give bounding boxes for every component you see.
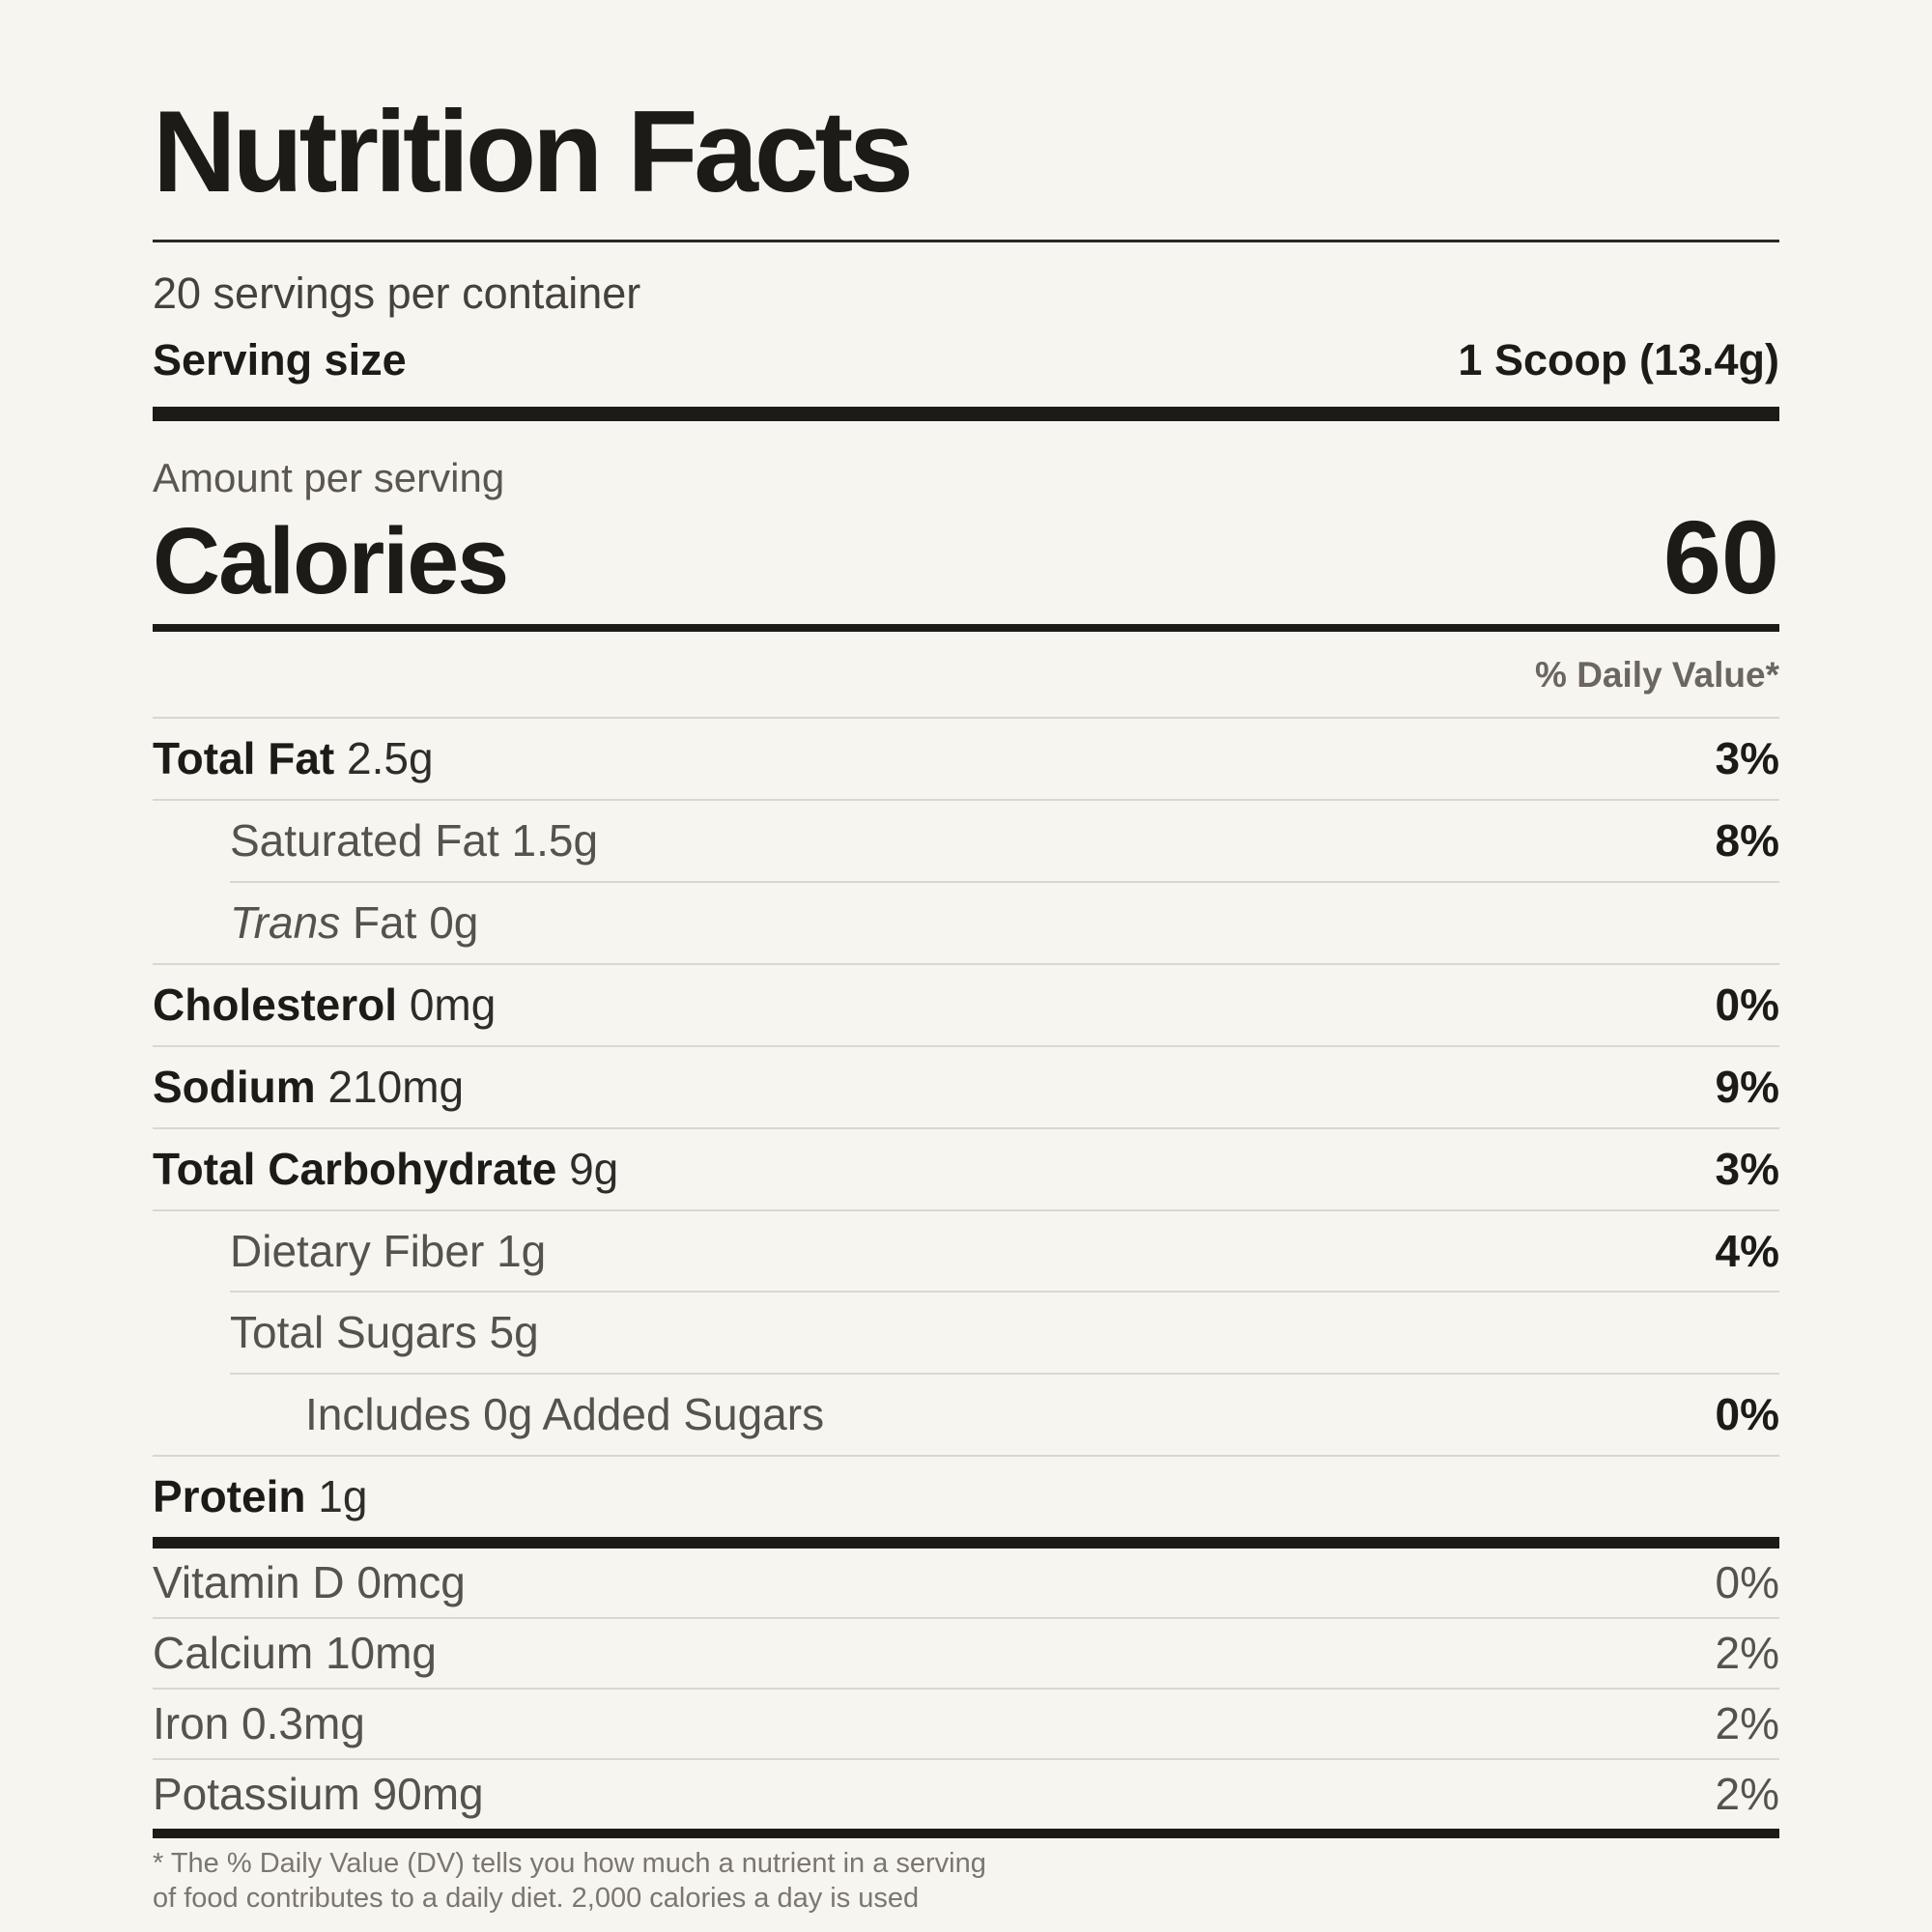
section-bar-footer	[153, 1828, 1779, 1838]
row-divider	[230, 1291, 1779, 1293]
daily-value-header: % Daily Value*	[1535, 655, 1779, 696]
page-title: Nutrition Facts	[153, 87, 914, 216]
nutrient-label: Saturated Fat 1.5g	[230, 815, 599, 867]
micronutrient-row-vitamin-d: Vitamin D 0mcg 0%	[153, 1548, 1779, 1617]
row-divider	[153, 1757, 1779, 1760]
nutrient-dv: 0%	[1715, 1389, 1779, 1440]
nutrient-label: Total Carbohydrate 9g	[153, 1143, 619, 1194]
row-divider	[230, 881, 1779, 883]
nutrient-label: Sodium 210mg	[153, 1061, 465, 1112]
nutrient-row-sodium: Sodium 210mg 9%	[153, 1047, 1779, 1127]
section-bar-thick	[153, 407, 1779, 422]
row-divider	[153, 1208, 1779, 1211]
daily-value-footnote: * The % Daily Value (DV) tells you how m…	[153, 1846, 1779, 1917]
nutrient-row-added-sugars: Includes 0g Added Sugars 0%	[153, 1375, 1779, 1455]
nutrient-row-total-fat: Total Fat 2.5g 3%	[153, 719, 1779, 799]
row-divider	[153, 1044, 1779, 1047]
calories-value: 60	[1662, 497, 1779, 615]
micronutrient-row-iron: Iron 0.3mg 2%	[153, 1690, 1779, 1758]
row-divider	[153, 962, 1779, 965]
nutrient-row-total-carbohydrate: Total Carbohydrate 9g 3%	[153, 1129, 1779, 1209]
nutrient-label: Trans Fat 0g	[230, 897, 479, 948]
nutrient-row-protein: Protein 1g	[153, 1457, 1779, 1537]
footnote-line: of food contributes to a daily diet. 2,0…	[153, 1882, 920, 1914]
micronutrient-row-potassium: Potassium 90mg 2%	[153, 1760, 1779, 1829]
row-divider	[153, 717, 1779, 720]
nutrient-row-trans-fat: Trans Fat 0g	[153, 883, 1779, 963]
nutrient-row-cholesterol: Cholesterol 0mg 0%	[153, 965, 1779, 1045]
nutrient-label: Iron 0.3mg	[153, 1697, 365, 1748]
row-divider	[153, 1617, 1779, 1620]
amount-per-serving-label: Amount per serving	[153, 455, 505, 501]
calories-label: Calories	[153, 507, 509, 613]
row-divider	[153, 1126, 1779, 1129]
nutrient-dv: 0%	[1715, 979, 1779, 1030]
nutrient-row-total-sugars: Total Sugars 5g	[153, 1293, 1779, 1373]
nutrient-label: Total Fat 2.5g	[153, 733, 434, 784]
nutrient-row-saturated-fat: Saturated Fat 1.5g 8%	[153, 801, 1779, 881]
micronutrient-row-calcium: Calcium 10mg 2%	[153, 1619, 1779, 1688]
nutrient-dv: 9%	[1715, 1061, 1779, 1112]
section-bar-medium	[153, 624, 1779, 633]
servings-per-container: 20 servings per container	[153, 269, 641, 319]
nutrient-dv: 0%	[1715, 1557, 1779, 1608]
footnote-line: * The % Daily Value (DV) tells you how m…	[153, 1847, 986, 1879]
nutrient-label: Protein 1g	[153, 1471, 368, 1522]
nutrient-label: Includes 0g Added Sugars	[305, 1389, 825, 1440]
nutrient-row-dietary-fiber: Dietary Fiber 1g 4%	[153, 1211, 1779, 1292]
row-divider	[153, 799, 1779, 802]
serving-size-value: 1 Scoop (13.4g)	[1458, 335, 1779, 385]
nutrient-dv: 3%	[1715, 733, 1779, 784]
title-rule	[153, 240, 1779, 243]
nutrient-label: Total Sugars 5g	[230, 1307, 539, 1358]
nutrient-label: Vitamin D 0mcg	[153, 1557, 466, 1608]
row-divider	[153, 1687, 1779, 1690]
nutrient-dv: 3%	[1715, 1143, 1779, 1194]
serving-size-row: Serving size 1 Scoop (13.4g)	[153, 335, 1779, 385]
section-bar-thick	[153, 1537, 1779, 1549]
row-divider	[230, 1373, 1779, 1376]
nutrient-label: Dietary Fiber 1g	[230, 1225, 547, 1276]
nutrient-dv: 2%	[1715, 1697, 1779, 1748]
nutrient-label: Potassium 90mg	[153, 1768, 484, 1819]
nutrient-label: Cholesterol 0mg	[153, 979, 497, 1030]
nutrient-dv: 8%	[1715, 815, 1779, 867]
micronutrients-section: Vitamin D 0mcg 0% Calcium 10mg 2% Iron 0…	[153, 1548, 1779, 1829]
nutrient-dv: 2%	[1715, 1628, 1779, 1679]
row-divider	[153, 1455, 1779, 1458]
serving-size-label: Serving size	[153, 335, 407, 385]
nutrient-dv: 2%	[1715, 1768, 1779, 1819]
nutrient-dv: 4%	[1715, 1225, 1779, 1276]
calories-row: Calories 60	[153, 497, 1779, 615]
nutrient-label: Calcium 10mg	[153, 1628, 438, 1679]
